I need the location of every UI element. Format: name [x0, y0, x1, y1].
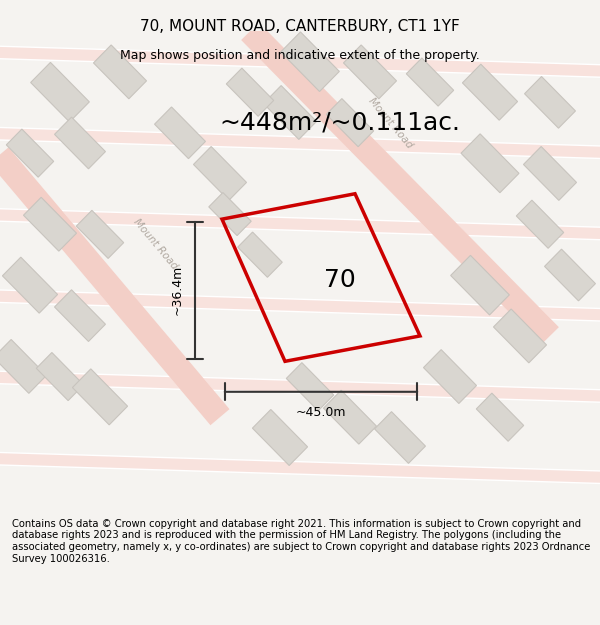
- Polygon shape: [253, 409, 308, 466]
- Polygon shape: [424, 349, 476, 404]
- Polygon shape: [286, 362, 334, 411]
- Polygon shape: [476, 393, 524, 441]
- Text: ~36.4m: ~36.4m: [170, 265, 184, 316]
- Text: Mount Road: Mount Road: [131, 217, 179, 272]
- Polygon shape: [461, 134, 519, 192]
- Polygon shape: [155, 107, 205, 159]
- Text: Mount Road: Mount Road: [366, 96, 414, 150]
- Polygon shape: [193, 146, 247, 201]
- Polygon shape: [226, 68, 274, 116]
- Polygon shape: [451, 256, 509, 315]
- Polygon shape: [524, 76, 575, 128]
- Polygon shape: [281, 32, 340, 91]
- Polygon shape: [23, 198, 77, 251]
- Polygon shape: [238, 232, 282, 278]
- Text: Contains OS data © Crown copyright and database right 2021. This information is : Contains OS data © Crown copyright and d…: [12, 519, 590, 564]
- Polygon shape: [55, 117, 106, 169]
- Polygon shape: [493, 309, 547, 363]
- Polygon shape: [94, 45, 146, 99]
- Polygon shape: [374, 412, 425, 463]
- Text: 70, MOUNT ROAD, CANTERBURY, CT1 1YF: 70, MOUNT ROAD, CANTERBURY, CT1 1YF: [140, 19, 460, 34]
- Polygon shape: [463, 64, 518, 120]
- Polygon shape: [343, 45, 397, 99]
- Polygon shape: [545, 249, 595, 301]
- Polygon shape: [55, 290, 106, 341]
- Text: 70: 70: [324, 268, 356, 292]
- Text: ~45.0m: ~45.0m: [296, 406, 346, 419]
- Polygon shape: [326, 99, 374, 147]
- Polygon shape: [2, 257, 58, 313]
- Polygon shape: [37, 352, 83, 401]
- Polygon shape: [406, 58, 454, 106]
- Polygon shape: [523, 146, 577, 201]
- Polygon shape: [0, 339, 47, 393]
- Polygon shape: [73, 369, 128, 425]
- Text: Map shows position and indicative extent of the property.: Map shows position and indicative extent…: [120, 49, 480, 62]
- Polygon shape: [263, 86, 317, 139]
- Text: ~448m²/~0.111ac.: ~448m²/~0.111ac.: [220, 111, 461, 134]
- Polygon shape: [31, 62, 89, 122]
- Polygon shape: [517, 200, 563, 248]
- Polygon shape: [323, 390, 377, 444]
- Polygon shape: [209, 192, 251, 236]
- Polygon shape: [76, 211, 124, 258]
- Polygon shape: [7, 129, 53, 177]
